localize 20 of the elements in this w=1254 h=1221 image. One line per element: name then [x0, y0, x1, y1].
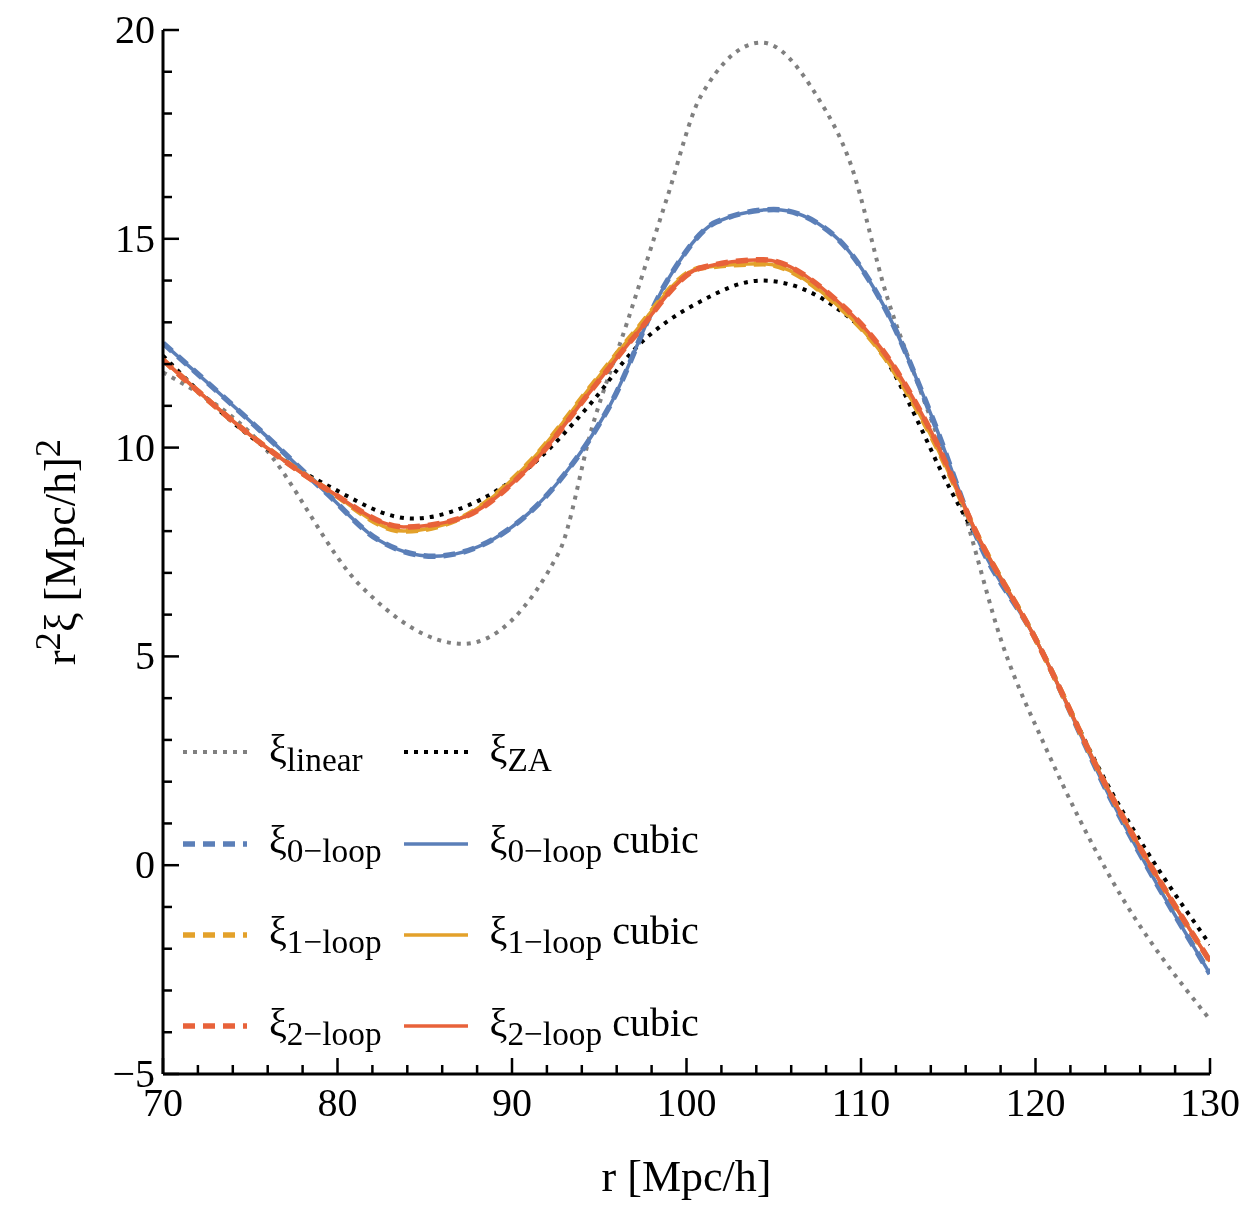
y-tick-label: 10	[115, 424, 155, 470]
legend-label: ξ$_{2−loop}$ cubic	[489, 999, 699, 1052]
legend-label: ξ$_{linear}$	[269, 725, 363, 778]
y-tick-label: 0	[135, 842, 155, 888]
x-tick-label: 110	[831, 1080, 891, 1125]
y-tick-label: 20	[115, 7, 155, 52]
legend-label: ξ$_{2−loop}$	[269, 999, 382, 1052]
y-tick-label: 5	[135, 633, 155, 679]
legend-label: ξ$_{ZA}$	[489, 725, 552, 778]
x-tick-label: 90	[492, 1080, 532, 1125]
x-tick-label: 130	[1180, 1080, 1240, 1125]
x-tick-label: 100	[656, 1080, 717, 1125]
x-axis-title: r [Mpc/h]	[600, 1151, 773, 1202]
legend-label: ξ$_{1−loop}$ cubic	[489, 908, 699, 961]
legend-label: ξ$_{0−loop}$	[269, 817, 382, 870]
x-tick-label: 120	[1005, 1080, 1066, 1125]
y-tick-label: 15	[115, 215, 155, 261]
legend-label: ξ$_{0−loop}$ cubic	[489, 817, 699, 870]
x-tick-label: 80	[317, 1080, 358, 1125]
legend-label: ξ$_{1−loop}$	[269, 908, 382, 961]
